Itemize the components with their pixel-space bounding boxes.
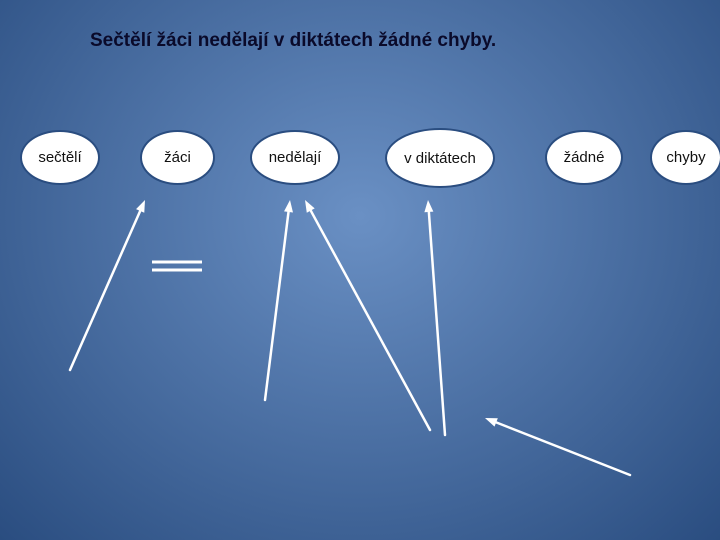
slide-background bbox=[0, 0, 720, 540]
slide-title: Sečtělí žáci nedělají v diktátech žádné … bbox=[90, 30, 496, 52]
word-bubble-label: nedělají bbox=[269, 149, 322, 166]
word-bubble-label: žádné bbox=[564, 149, 605, 166]
word-bubble-label: sečtělí bbox=[38, 149, 81, 166]
word-bubble-nedelaji: nedělají bbox=[250, 130, 340, 185]
word-bubble-chyby: chyby bbox=[650, 130, 720, 185]
word-bubble-sectel: sečtělí bbox=[20, 130, 100, 185]
word-bubble-zaci: žáci bbox=[140, 130, 215, 185]
word-bubble-label: žáci bbox=[164, 149, 191, 166]
word-bubble-label: chyby bbox=[666, 149, 705, 166]
word-bubble-label: v diktátech bbox=[404, 150, 476, 167]
word-bubble-vdikt: v diktátech bbox=[385, 128, 495, 188]
double-underline bbox=[152, 260, 212, 285]
word-bubble-zadne: žádné bbox=[545, 130, 623, 185]
